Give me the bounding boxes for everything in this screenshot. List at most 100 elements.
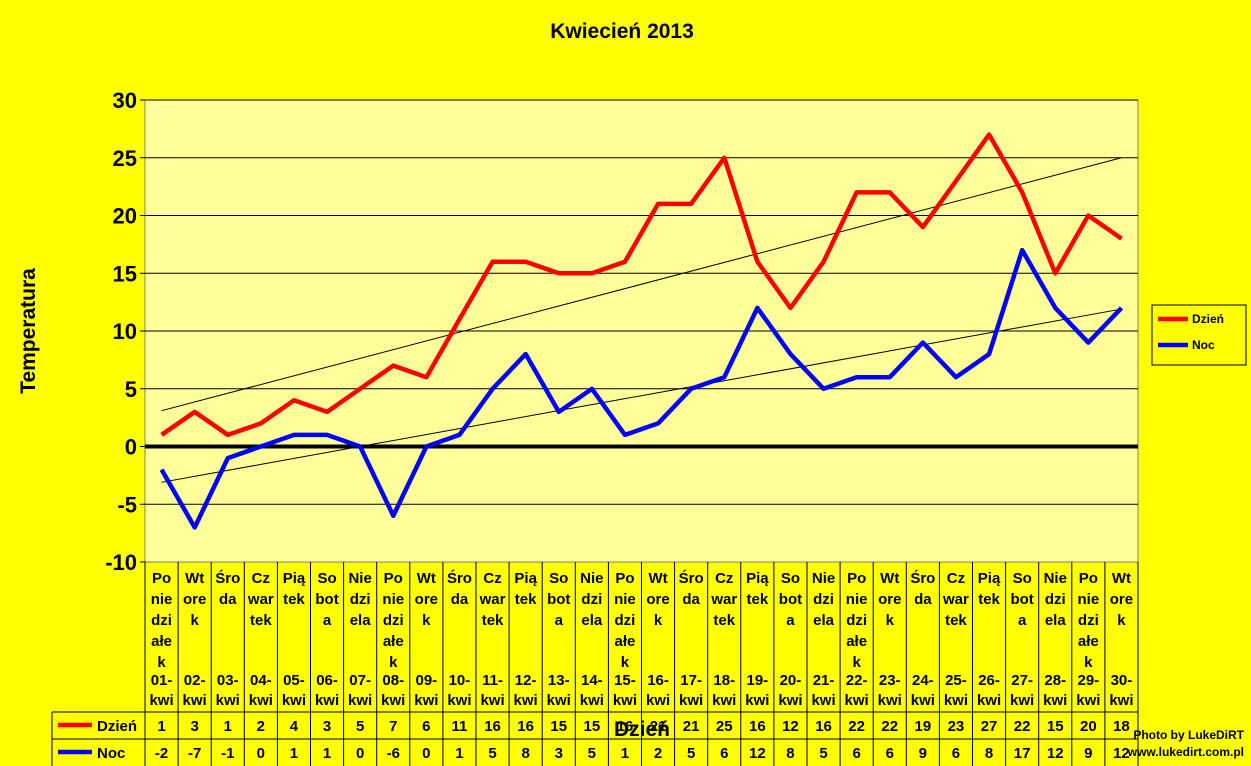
table-value: 16 <box>484 718 501 735</box>
category-date-label: kwi <box>216 692 240 709</box>
table-series-label: Dzień <box>97 718 137 735</box>
category-day-label: Śro <box>679 569 704 587</box>
category-day-label: ałe <box>383 633 404 650</box>
category-date-label: kwi <box>580 692 604 709</box>
category-day-label: a <box>555 612 564 629</box>
table-value: 2 <box>257 718 265 735</box>
category-day-label: tek <box>250 612 272 629</box>
category-date-label: 29- <box>1078 672 1100 689</box>
category-day-label: So <box>317 570 336 587</box>
table-value: -6 <box>387 745 400 762</box>
y-tick-label: 10 <box>113 319 137 344</box>
category-day-label: bot <box>779 591 802 608</box>
credit-url: www.lukedirt.com.pl <box>1127 745 1244 759</box>
category-day-label: ore <box>646 591 669 608</box>
y-tick-label: -5 <box>117 492 137 517</box>
category-day-label: a <box>1018 612 1027 629</box>
category-date-label: kwi <box>381 692 405 709</box>
category-day-label: k <box>852 654 861 671</box>
y-tick-label: -10 <box>105 550 137 575</box>
table-value: 4 <box>290 718 299 735</box>
table-value: 25 <box>716 718 733 735</box>
category-day-label: dzi <box>581 591 602 608</box>
table-value: 6 <box>422 718 430 735</box>
category-day-label: k <box>190 612 199 629</box>
table-value: 9 <box>1084 745 1092 762</box>
y-tick-label: 15 <box>113 261 137 286</box>
trendline-Dzień <box>161 157 1122 412</box>
y-tick-label: 5 <box>125 377 137 402</box>
table-value: 20 <box>1080 718 1097 735</box>
category-date-label: kwi <box>745 692 769 709</box>
category-date-label: 28- <box>1044 672 1066 689</box>
category-date-label: kwi <box>447 692 471 709</box>
table-value: 19 <box>915 718 932 735</box>
category-day-label: a <box>323 612 332 629</box>
category-day-label: war <box>247 591 274 608</box>
category-day-label: Wt <box>417 570 436 587</box>
category-date-label: kwi <box>348 692 372 709</box>
table-value: 16 <box>815 718 832 735</box>
category-day-label: war <box>942 591 969 608</box>
category-day-label: Wt <box>185 570 204 587</box>
category-date-label: kwi <box>414 692 438 709</box>
table-value: 16 <box>517 718 534 735</box>
category-date-label: kwi <box>514 692 538 709</box>
table-value: 0 <box>422 745 430 762</box>
category-day-label: Nie <box>1044 570 1067 587</box>
y-tick-label: 20 <box>113 204 137 229</box>
category-date-label: kwi <box>282 692 306 709</box>
category-day-label: k <box>157 654 166 671</box>
category-day-label: Po <box>615 570 634 587</box>
category-day-label: tek <box>713 612 735 629</box>
table-value: 21 <box>683 718 700 735</box>
table-value: 2 <box>654 745 662 762</box>
table-value: 16 <box>749 718 766 735</box>
category-day-label: Nie <box>580 570 603 587</box>
category-date-label: kwi <box>977 692 1001 709</box>
series-lines <box>159 132 1124 530</box>
table-value: 8 <box>985 745 993 762</box>
table-value: 5 <box>819 745 827 762</box>
category-day-label: Wt <box>1112 570 1131 587</box>
category-date-label: 24- <box>912 672 934 689</box>
category-date-label: kwi <box>845 692 869 709</box>
category-day-label: nie <box>1078 591 1100 608</box>
y-tick-label: 30 <box>113 88 137 113</box>
category-day-label: ałe <box>846 633 867 650</box>
table-value: 5 <box>687 745 695 762</box>
table-value: 5 <box>488 745 496 762</box>
category-day-label: k <box>1117 612 1126 629</box>
category-day-label: bot <box>315 591 338 608</box>
category-day-label: Po <box>1079 570 1098 587</box>
category-day-label: Śro <box>447 569 472 587</box>
legend-label: Dzień <box>1192 312 1224 326</box>
category-date-label: 02- <box>184 672 206 689</box>
category-date-label: kwi <box>1076 692 1100 709</box>
category-day-label: So <box>781 570 800 587</box>
table-value: 8 <box>521 745 529 762</box>
table-value: 7 <box>389 718 397 735</box>
legend-label: Noc <box>1192 338 1215 352</box>
table-value: 3 <box>555 745 563 762</box>
trendlines <box>161 157 1122 483</box>
category-day-label: tek <box>482 612 504 629</box>
table-value: 9 <box>919 745 927 762</box>
category-day-label: ałe <box>615 633 636 650</box>
category-date-label: kwi <box>183 692 207 709</box>
category-day-label: ela <box>1045 612 1067 629</box>
y-axis-ticks: -10 -5 0 5 10 15 20 25 30 <box>105 88 137 575</box>
category-day-label: ałe <box>151 633 172 650</box>
category-date-label: 17- <box>680 672 702 689</box>
category-day-label: Pią <box>514 570 537 587</box>
category-day-label: dzi <box>383 612 404 629</box>
category-day-label: Nie <box>348 570 371 587</box>
category-date-label: kwi <box>1109 692 1133 709</box>
category-date-label: kwi <box>249 692 273 709</box>
category-date-label: kwi <box>547 692 571 709</box>
category-date-label: 12- <box>515 672 537 689</box>
category-day-label: nie <box>382 591 404 608</box>
table-value: -7 <box>188 745 201 762</box>
category-date-label: 07- <box>349 672 371 689</box>
